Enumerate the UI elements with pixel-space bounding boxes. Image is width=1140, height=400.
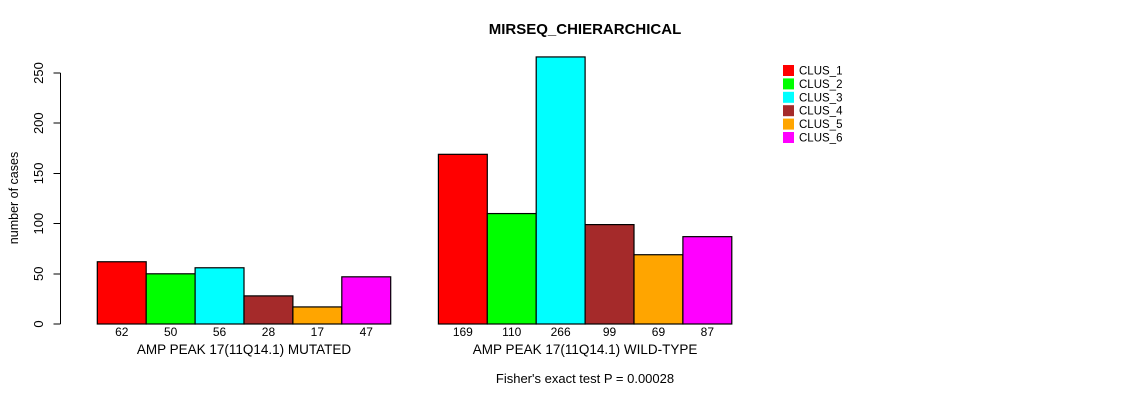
bar-clus_5 bbox=[292, 306, 343, 325]
bar-value-label: 28 bbox=[262, 325, 276, 339]
bar-value-label: 17 bbox=[311, 325, 325, 339]
y-tick-label: 250 bbox=[31, 62, 46, 84]
bar-value-label: 56 bbox=[213, 325, 227, 339]
y-axis-label: number of cases bbox=[7, 152, 21, 244]
bar-clus_1 bbox=[437, 153, 488, 325]
bar-clus_6 bbox=[682, 236, 733, 325]
legend-swatch bbox=[783, 91, 794, 103]
bar-value-label: 50 bbox=[164, 325, 178, 339]
bar-value-label: 110 bbox=[502, 325, 521, 339]
bar-value-label: 62 bbox=[115, 325, 129, 339]
y-tick-label: 50 bbox=[31, 267, 46, 281]
bar-clus_1 bbox=[96, 261, 147, 325]
bar-value-label: 87 bbox=[701, 325, 715, 339]
bar-clus_3 bbox=[194, 267, 245, 325]
chart-title: MIRSEQ_CHIERARCHICAL bbox=[488, 21, 682, 38]
bar-clus_3 bbox=[535, 56, 586, 325]
bar-value-label: 169 bbox=[453, 325, 473, 339]
legend-label: CLUS_3 bbox=[799, 92, 842, 104]
legend-label: CLUS_4 bbox=[799, 106, 843, 118]
legend-swatch bbox=[783, 118, 794, 130]
y-tick-label: 150 bbox=[31, 163, 46, 185]
bar-clus_2 bbox=[145, 273, 196, 325]
group-axis-label: AMP PEAK 17(11Q14.1) WILD-TYPE bbox=[473, 342, 698, 357]
y-tick-label: 100 bbox=[31, 213, 46, 235]
bar-value-label: 47 bbox=[360, 325, 374, 339]
bar-clus_4 bbox=[243, 295, 294, 325]
legend-swatch bbox=[783, 105, 794, 117]
group-axis-label: AMP PEAK 17(11Q14.1) MUTATED bbox=[137, 342, 352, 357]
legend-swatch bbox=[783, 65, 794, 76]
bar-clus_4 bbox=[584, 224, 635, 325]
y-tick-label: 0 bbox=[31, 320, 46, 327]
fisher-test-annotation: Fisher's exact test P = 0.00028 bbox=[495, 371, 675, 386]
legend-label: CLUS_6 bbox=[799, 133, 842, 145]
legend-swatch bbox=[783, 78, 794, 90]
legend-label: CLUS_1 bbox=[799, 66, 842, 78]
bar-clus_5 bbox=[633, 254, 684, 325]
bar-value-label: 99 bbox=[603, 325, 617, 339]
legend-label: CLUS_2 bbox=[799, 79, 842, 91]
y-tick-label: 200 bbox=[31, 112, 46, 134]
bar-value-label: 69 bbox=[652, 325, 666, 339]
bar-clus_6 bbox=[341, 276, 392, 325]
bar-clus_2 bbox=[486, 212, 537, 325]
legend-label: CLUS_5 bbox=[799, 119, 842, 131]
bar-value-label: 266 bbox=[551, 325, 571, 339]
legend-swatch bbox=[783, 132, 794, 143]
